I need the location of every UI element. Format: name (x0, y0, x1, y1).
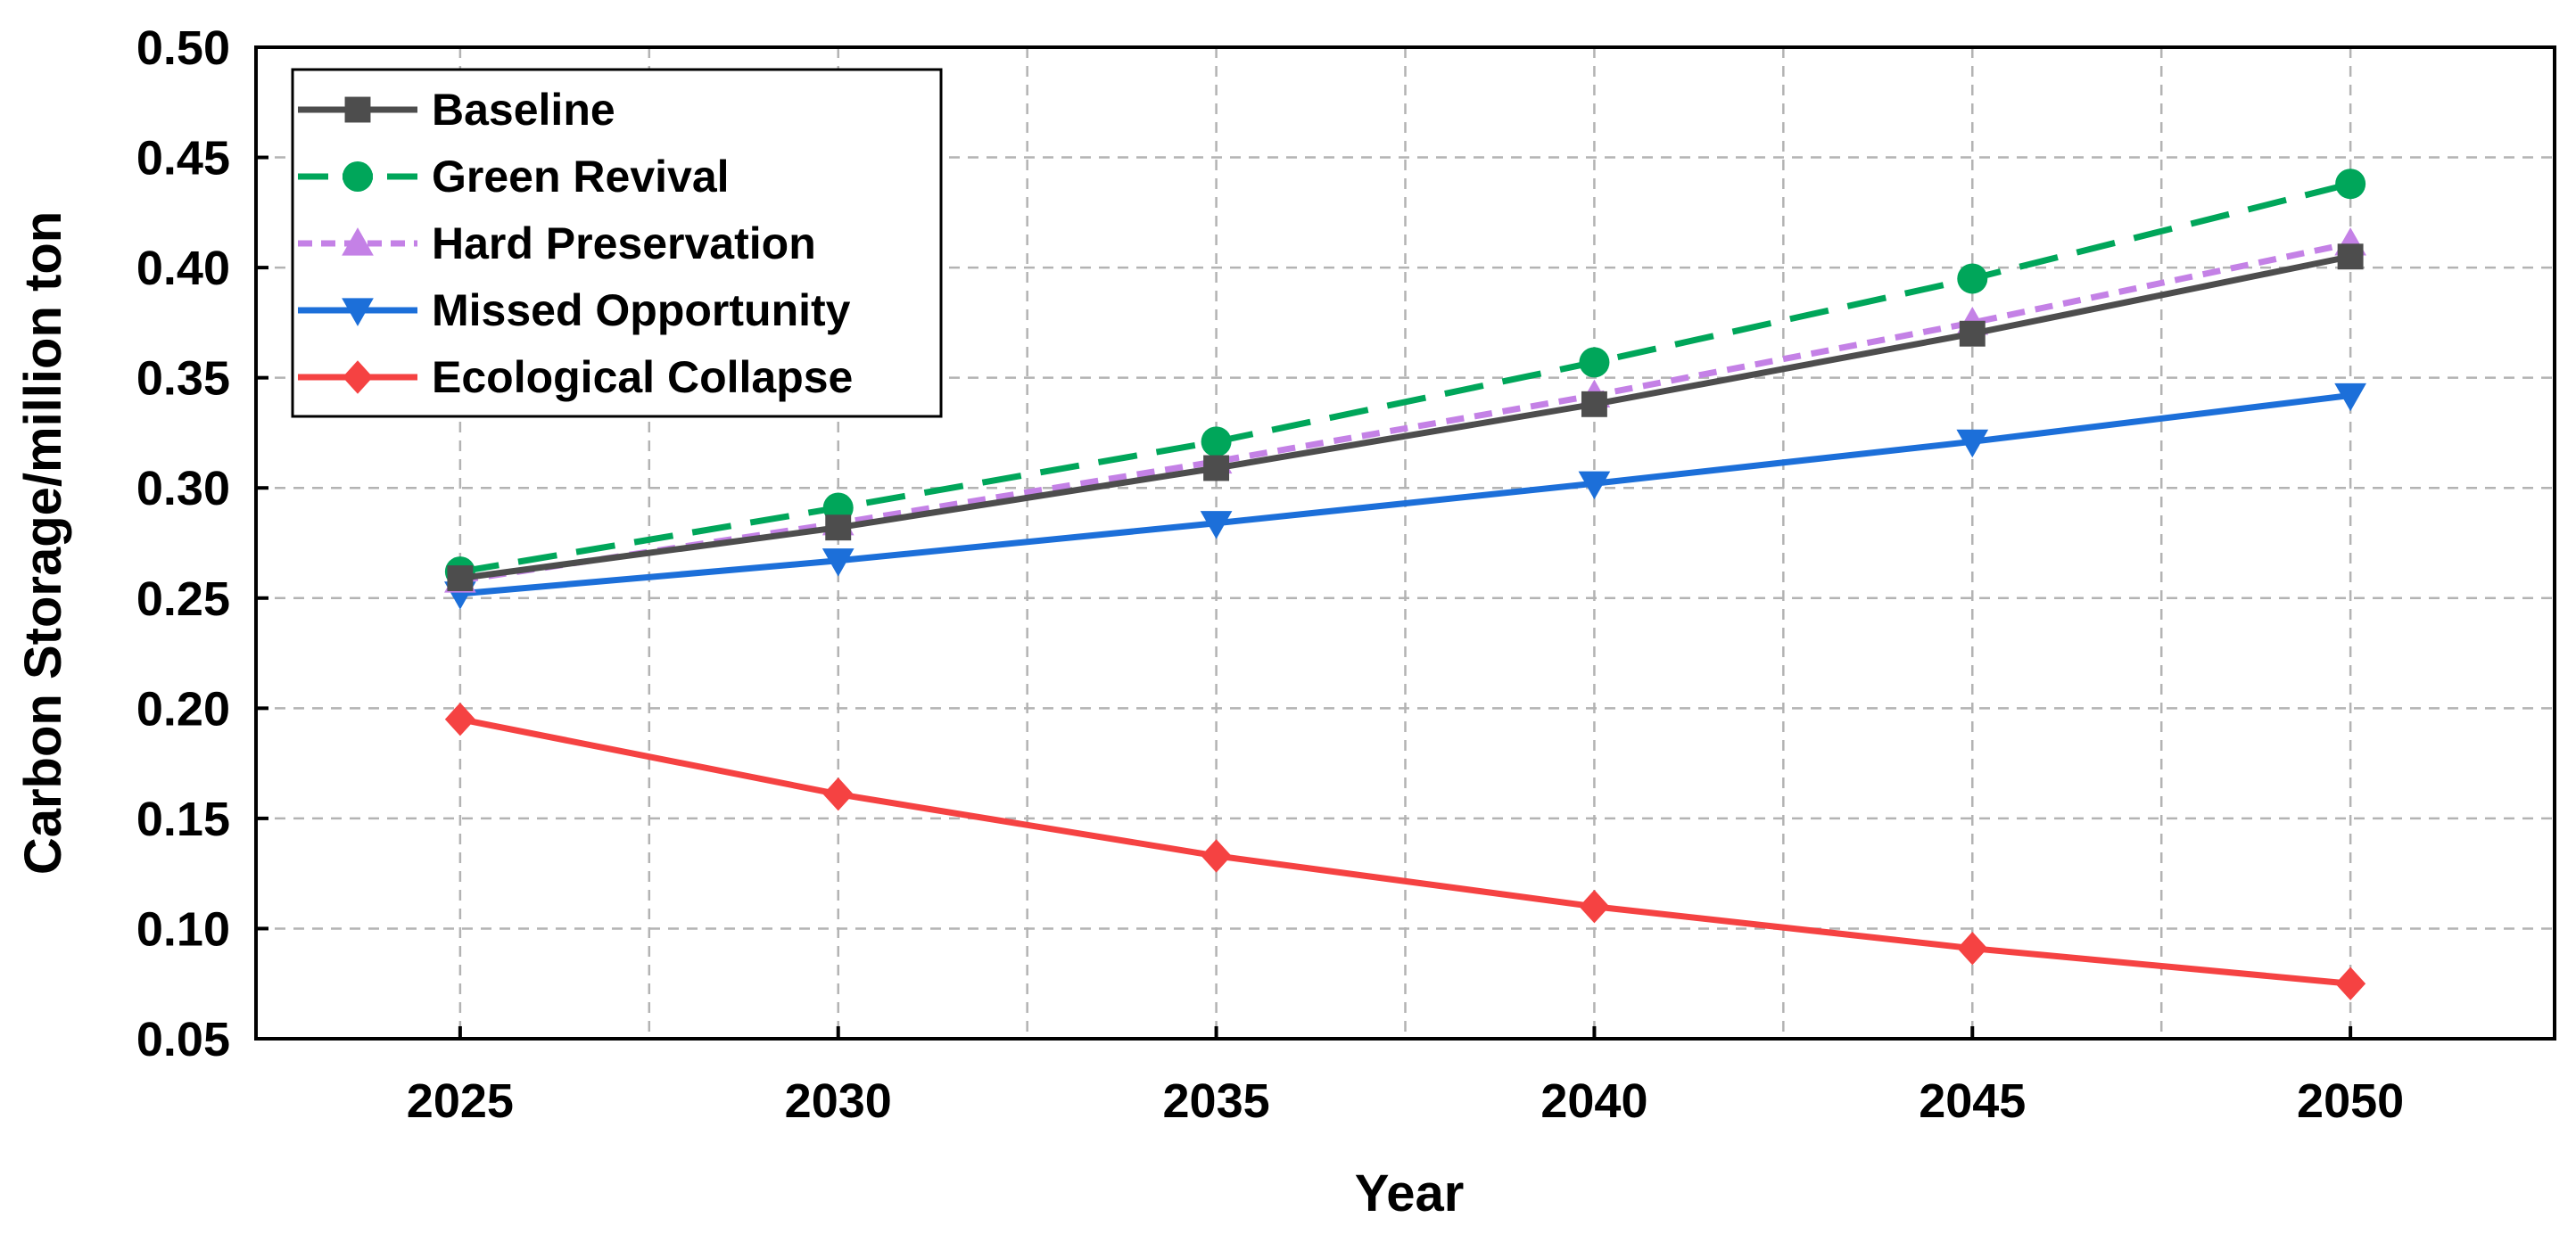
series-baseline (447, 243, 2364, 591)
y-tick-label: 0.15 (136, 793, 230, 846)
data-point (1201, 839, 1232, 873)
series-line (459, 391, 2351, 597)
data-point (1581, 391, 1607, 417)
data-point (825, 514, 852, 541)
legend-marker (342, 298, 374, 326)
legend: Baseline Green Revival Hard Preservation Mi… (291, 68, 943, 418)
legend-marker (343, 360, 373, 394)
x-tick-label: 2035 (1163, 1074, 1270, 1128)
y-tick-label: 0.30 (136, 462, 230, 515)
data-point (822, 548, 855, 577)
x-tick-label: 2050 (2297, 1074, 2404, 1128)
legend-label: Missed Opportunity (432, 285, 851, 335)
legend-entry: Baseline (298, 85, 615, 135)
x-tick-label: 2040 (1540, 1074, 1647, 1128)
series-line (459, 180, 2351, 575)
y-tick-label: 0.25 (136, 572, 230, 626)
data-point (822, 777, 854, 811)
data-point (1578, 471, 1611, 500)
data-point (444, 702, 475, 736)
legend-label: Hard Preservation (432, 218, 816, 268)
legend-label: Ecological Collapse (432, 352, 853, 402)
data-point (447, 565, 474, 591)
x-tick-label: 2025 (407, 1074, 514, 1128)
y-tick-label: 0.50 (136, 21, 230, 75)
series-line (459, 716, 2351, 987)
y-tick-label: 0.40 (136, 242, 230, 295)
data-point (1957, 263, 1988, 294)
series-line (459, 240, 2351, 584)
legend-entry: Ecological Collapse (298, 352, 853, 402)
y-tick-label: 0.35 (136, 352, 230, 406)
legend-marker (342, 227, 374, 256)
legend-label: Baseline (432, 85, 615, 135)
y-tick-label: 0.20 (136, 682, 230, 736)
plot-frame (254, 45, 2556, 1041)
x-tick-label: 2045 (1919, 1074, 2026, 1128)
data-point (2334, 383, 2366, 412)
data-point (1579, 890, 1610, 924)
x-tick-label: 2030 (785, 1074, 892, 1128)
data-point (2335, 967, 2366, 1000)
legend-entry: Green Revival (298, 152, 730, 202)
data-point (1957, 931, 1988, 966)
data-point (1579, 347, 1610, 378)
y-tick-label: 0.05 (136, 1013, 230, 1066)
data-point (2335, 169, 2366, 200)
series-layer (444, 169, 2366, 1000)
axis-ticks: 2025 2030 2035 2040 2045 2050 0.05 0.10 0.15 0.20… (136, 21, 2404, 1128)
data-point (1200, 511, 1233, 539)
data-point (2337, 243, 2364, 270)
data-point (1201, 426, 1232, 457)
x-axis-title: Year (1355, 1164, 1465, 1222)
series-line (459, 253, 2351, 582)
y-tick-label: 0.10 (136, 902, 230, 956)
data-point (1959, 320, 1986, 347)
legend-entry: Missed Opportunity (298, 285, 851, 335)
legend-marker (344, 96, 371, 123)
legend-entry: Hard Preservation (298, 218, 816, 268)
legend-label: Green Revival (432, 152, 730, 202)
y-tick-label: 0.45 (136, 132, 230, 185)
legend-marker (343, 161, 373, 192)
data-point (1203, 455, 1230, 481)
series-ecological-collapse (444, 702, 2366, 1000)
data-point (1956, 429, 1989, 458)
y-axis-title: Carbon Storage/million ton (14, 211, 72, 875)
